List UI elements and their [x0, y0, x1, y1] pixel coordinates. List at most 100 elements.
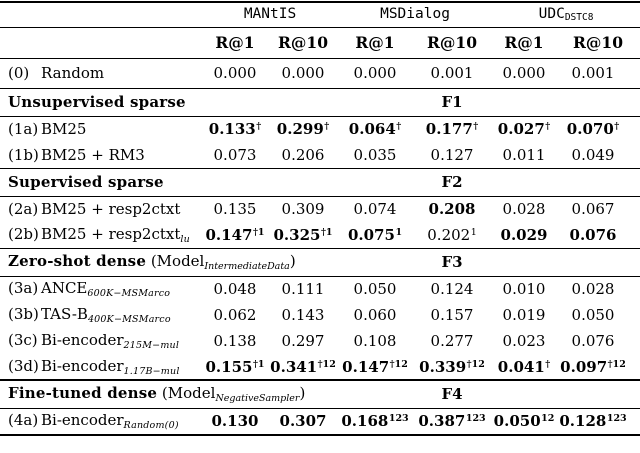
- model-name: Bi-encoder: [41, 411, 124, 430]
- fold-label: F2: [441, 173, 463, 191]
- metric-value: 0.177: [425, 120, 473, 139]
- metric-value: 0.075: [347, 225, 395, 244]
- metric-value-cell: 0.108: [338, 328, 412, 354]
- metric-value-cell: 0.387123: [412, 408, 492, 435]
- metric-value-cell: 0.067: [556, 196, 640, 222]
- row-label-cell: (1b) BM25 + RM3: [0, 142, 202, 168]
- metric-value-cell: 0.2021: [412, 222, 492, 248]
- metric-value: 0.157: [430, 306, 474, 324]
- significance-superscript: 1: [470, 226, 477, 238]
- model-name: Bi-encoder: [41, 356, 124, 375]
- model-name: ANCE: [41, 279, 88, 298]
- metric-value: 0.130: [211, 412, 259, 431]
- metric-value: 0.076: [569, 225, 617, 244]
- corner-cell: [0, 2, 202, 27]
- metric-value-cell: 0.019: [492, 302, 556, 328]
- section-title: Fine-tuned dense: [8, 384, 158, 403]
- metric-value: 0.206: [281, 145, 325, 164]
- section-model-annotation: (ModelIntermediateData): [146, 252, 296, 272]
- metric-value-cell: 0.133†: [202, 116, 268, 142]
- metric-value: 0.010: [502, 280, 546, 299]
- metric-value-cell: 0.135: [202, 196, 268, 222]
- model-name: Random: [41, 64, 105, 82]
- metric-value-cell: 0.060: [338, 302, 412, 328]
- table-header: MANtIS MSDialog UDCDSTC8 R@1 R@10 R@1 R@…: [0, 2, 640, 58]
- metric-header: R@1: [215, 33, 255, 52]
- metric-value-cell: 0.029: [492, 222, 556, 248]
- metric-value-cell: 0.147†12: [338, 354, 412, 380]
- metric-value: 0.147: [342, 357, 390, 376]
- metric-value-cell: 0.073: [202, 142, 268, 168]
- table-row: (3b) TAS-B400K−MSMarco 0.062 0.143 0.060 0.15…: [0, 302, 640, 328]
- metric-value-cell: 0.050: [338, 276, 412, 302]
- significance-superscript: †: [545, 358, 551, 370]
- metric-value: 0.138: [213, 332, 257, 350]
- metric-value-cell: 0.341†12: [268, 354, 338, 380]
- table-row: (2b) BM25 + resp2ctxtlu 0.147†1 0.325†1 0.07…: [0, 222, 640, 248]
- metric-value-cell: 0.168123: [338, 408, 412, 435]
- metric-value: 0.062: [213, 306, 257, 324]
- table-body: (0) Random 0.000 0.000 0.000 0.001 0.000 0.001 U…: [0, 58, 640, 435]
- metric-value-cell: 0.035: [338, 142, 412, 168]
- metric-value: 0.067: [571, 200, 615, 219]
- row-id: (3b): [8, 305, 39, 323]
- model-name: BM25: [41, 120, 87, 139]
- metric-value: 0.307: [279, 412, 327, 431]
- metric-header: R@1: [504, 33, 544, 52]
- model-subscript: 600K−MSMarco: [87, 288, 171, 300]
- significance-superscript: †: [614, 121, 620, 133]
- metric-value: 0.143: [281, 306, 325, 324]
- dataset-group-udc: UDCDSTC8: [492, 2, 640, 27]
- model-name: Bi-encoder: [41, 331, 124, 349]
- metric-value: 0.064: [348, 120, 396, 139]
- metric-value-cell: 0.05012: [492, 408, 556, 435]
- metric-value-cell: 0.111: [268, 276, 338, 302]
- model-name: BM25 + resp2ctxt: [41, 200, 181, 219]
- row-id: (0): [8, 64, 30, 82]
- metric-value: 0.168: [341, 412, 389, 431]
- metric-value: 0.208: [428, 200, 476, 219]
- significance-superscript: †1: [320, 226, 333, 238]
- model-name: BM25 + resp2ctxt: [41, 224, 181, 243]
- metric-value: 0.050: [571, 306, 615, 324]
- metric-header: R@10: [278, 33, 328, 52]
- section-label-cell: Unsupervised sparse: [0, 88, 412, 116]
- metric-value-cell: 0.050: [556, 302, 640, 328]
- metric-value: 0.124: [430, 280, 474, 299]
- significance-superscript: †12: [317, 358, 336, 370]
- metric-value-cell: 0.011: [492, 142, 556, 168]
- significance-superscript: 123: [465, 413, 486, 425]
- row-label-cell: (3a) ANCE600K−MSMarco: [0, 276, 202, 302]
- section-title: Zero-shot dense: [8, 252, 147, 270]
- dataset-group-mantis: MANtIS: [202, 2, 338, 27]
- metric-value: 0.000: [213, 64, 257, 82]
- metric-value-cell: 0.000: [268, 58, 338, 88]
- metric-value: 0.019: [502, 306, 546, 324]
- section-label-cell: Supervised sparse: [0, 168, 412, 196]
- metric-value-cell: 0.097†12: [556, 354, 640, 380]
- model-subscript: lu: [180, 233, 190, 245]
- row-id: (1a): [8, 120, 39, 139]
- metric-value-cell: 0.001: [556, 58, 640, 88]
- dataset-name: MSDialog: [380, 6, 450, 23]
- metric-value-cell: 0.138: [202, 328, 268, 354]
- table-row: (2a) BM25 + resp2ctxt 0.135 0.309 0.074 0.208…: [0, 196, 640, 222]
- metric-value-cell: 0.130: [202, 408, 268, 435]
- model-subscript: Random(0): [123, 420, 179, 432]
- row-label-cell: (3c) Bi-encoder215M−mul: [0, 328, 202, 354]
- section-title: Unsupervised sparse: [8, 93, 186, 111]
- metric-value: 0.108: [353, 332, 397, 350]
- metric-value: 0.001: [571, 64, 615, 82]
- metric-value-cell: 0.070†: [556, 116, 640, 142]
- metric-value: 0.387: [418, 412, 466, 431]
- metric-value: 0.202: [427, 225, 471, 244]
- significance-superscript: †12: [466, 358, 485, 370]
- metric-value-cell: 0.064†: [338, 116, 412, 142]
- metric-value-cell: 0.028: [556, 276, 640, 302]
- metric-value-cell: 0.124: [412, 276, 492, 302]
- metric-value: 0.341: [270, 357, 318, 376]
- row-label-cell: (4a) Bi-encoderRandom(0): [0, 408, 202, 435]
- metric-value: 0.050: [353, 280, 397, 299]
- metric-value: 0.133: [208, 120, 256, 139]
- row-id: (1b): [8, 145, 39, 164]
